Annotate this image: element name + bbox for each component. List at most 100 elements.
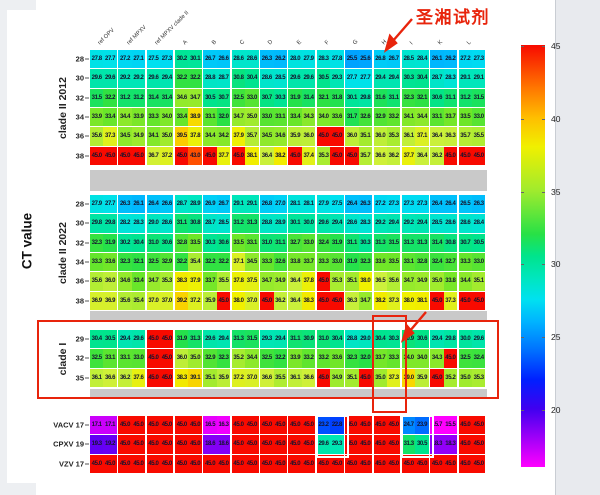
heatmap-cell-pair: 32.7 33.0: [288, 233, 316, 252]
heatmap-cell-pair: 26.8 26.7: [373, 50, 401, 69]
heatmap-cell-pair: 33.8 33.7: [288, 252, 316, 272]
column-header: K: [437, 39, 445, 47]
heatmap-cell-pair: 18.3 18.3: [430, 435, 458, 454]
heatmap-cell: 29.2: [131, 69, 146, 88]
row-label: 30: [75, 73, 84, 83]
bottom-left-margin: [0, 483, 36, 495]
heatmap-cell-pair: 29.6 29.4: [316, 214, 344, 233]
heatmap-cell-pair: 34.0 33.6: [316, 107, 344, 127]
heatmap-cell-pair: 33.9 33.4: [90, 107, 117, 127]
row-tick: [85, 261, 89, 263]
row-tick: [85, 242, 89, 244]
heatmap-cell: 19.2: [103, 435, 117, 454]
heatmap-cell: 37.2: [231, 368, 246, 387]
heatmap-cell-pair: 30.4 30.5: [90, 330, 117, 349]
heatmap-cell: 32.4: [430, 252, 444, 272]
heatmap-cell: 26.7: [386, 50, 401, 69]
heatmap-cell: 26.5: [458, 195, 473, 214]
heatmap-cell-pair: 45.0 45.0: [231, 454, 259, 473]
heatmap-cell-pair: 26.4 26.3: [345, 195, 372, 214]
heatmap-cell: 26.1: [131, 195, 146, 214]
heatmap-cell: 23.2: [316, 416, 331, 435]
heatmap-cell-pair: 31.9 32.3: [345, 252, 372, 272]
heatmap-cell: 33.4: [175, 107, 189, 127]
heatmap-cell-pair: 31.3 31.3: [401, 233, 429, 252]
heatmap-cell-pair: 35.1 45.0: [345, 368, 372, 387]
heatmap-cell: 45.0: [472, 416, 486, 435]
heatmap-cell: 29.6: [316, 214, 331, 233]
heatmap-cell: 39.1: [188, 368, 202, 387]
heatmap-cell: 32.5: [146, 252, 161, 272]
heatmap-cell: 45.0: [330, 146, 344, 165]
heatmap-cell: 29.0: [358, 330, 372, 349]
heatmap-cell: 19.3: [90, 435, 104, 454]
heatmap-cell: 35.3: [316, 146, 331, 165]
heatmap-cell: 31.0: [316, 330, 331, 349]
heatmap-cell: 45.0: [430, 454, 444, 473]
heatmap-cell-pair: 45.0 37.7: [203, 146, 231, 165]
row-tick: [85, 58, 89, 60]
heatmap-cell: 29.6: [146, 69, 161, 88]
heatmap-cell-pair: 45.0 45.0: [146, 454, 174, 473]
heatmap-cell: 31.4: [160, 88, 174, 107]
heatmap-cell: 30.5: [472, 233, 486, 252]
heatmap-cell-pair: 35.3 45.0: [316, 146, 344, 165]
heatmap-cell: 33.0: [472, 107, 486, 127]
heatmap-cell: 45.0: [316, 454, 331, 473]
heatmap-cell: 32.2: [175, 69, 189, 88]
heatmap-cell: 34.7: [260, 272, 274, 291]
heatmap-cell-pair: 45.0 45.0: [401, 454, 429, 473]
heatmap-cell-pair: 35.9 36.0: [288, 127, 316, 146]
heatmap-cell: 28.5: [216, 214, 231, 233]
heatmap-cell: 45.0: [131, 416, 146, 435]
heatmap-cell: 30.6: [430, 88, 444, 107]
heatmap-cell-pair: 45.0 45.0: [260, 435, 287, 454]
heatmap-cell: 37.8: [231, 272, 246, 291]
heatmap-cell: 38.0: [401, 291, 416, 310]
heatmap-cell: 45.0: [231, 435, 246, 454]
heatmap-cell: 45.0: [301, 454, 316, 473]
heatmap-cell: 34.4: [118, 107, 132, 127]
heatmap-cell: 45.0: [458, 416, 473, 435]
heatmap-cell: 45.0: [345, 454, 359, 473]
heatmap-cell: 27.5: [146, 50, 161, 69]
heatmap-cell: 29.6: [131, 330, 146, 349]
heatmap-cell: 32.0: [358, 349, 372, 368]
row-label: 34: [75, 112, 84, 122]
heatmap-cell-pair: 33.7 35.5: [203, 272, 231, 291]
heatmap-cell: 17.1: [90, 416, 104, 435]
heatmap-cell: 27.9: [90, 195, 104, 214]
heatmap-cell: 29.6: [316, 435, 331, 454]
heatmap-cell-pair: 45.0 45.0: [458, 416, 486, 435]
row-label: 28: [75, 54, 84, 64]
heatmap-cell-pair: 37.7 36.4: [401, 146, 429, 165]
heatmap-cell-pair: 26.7 26.6: [203, 50, 231, 69]
heatmap-cell: 30.5: [103, 330, 117, 349]
heatmap-cell-pair: 45.0 36.2: [260, 291, 287, 310]
heatmap-cell: 29.4: [373, 69, 387, 88]
heatmap-cell: 36.6: [301, 368, 316, 387]
separator-band: [90, 311, 487, 322]
heatmap-cell: 32.4: [472, 349, 486, 368]
heatmap-cell: 30.3: [358, 233, 372, 252]
heatmap-cell: 35.0: [373, 368, 387, 387]
heatmap-cell: 45.0: [458, 146, 473, 165]
heatmap-cell-pair: 45.0 45.0: [373, 416, 401, 435]
heatmap-cell: 37.0: [160, 291, 174, 310]
heatmap-cell-pair: 26.3 26.1: [118, 195, 146, 214]
heatmap-cell-pair: 35.9 45.0: [203, 291, 231, 310]
heatmap-cell: 34.4: [203, 127, 217, 146]
heatmap-cell: 45.0: [90, 146, 104, 165]
heatmap-cell: 45.0: [160, 454, 174, 473]
heatmap-cell: 35.2: [231, 349, 246, 368]
heatmap-cell-pair: 35.2 34.4: [231, 349, 259, 368]
heatmap-cell: 36.1: [288, 368, 302, 387]
heatmap-cell: 32.2: [273, 349, 287, 368]
heatmap-cell-pair: 30.6 31.1: [430, 88, 458, 107]
heatmap-cell: 45.0: [472, 146, 486, 165]
heatmap-cell-pair: 30.4 30.3: [373, 330, 401, 349]
heatmap-cell: 34.6: [118, 272, 132, 291]
heatmap-cell-pair: 30.7 30.5: [458, 233, 486, 252]
heatmap-cell: 32.3: [118, 252, 132, 272]
heatmap-cell: 28.9: [188, 195, 202, 214]
